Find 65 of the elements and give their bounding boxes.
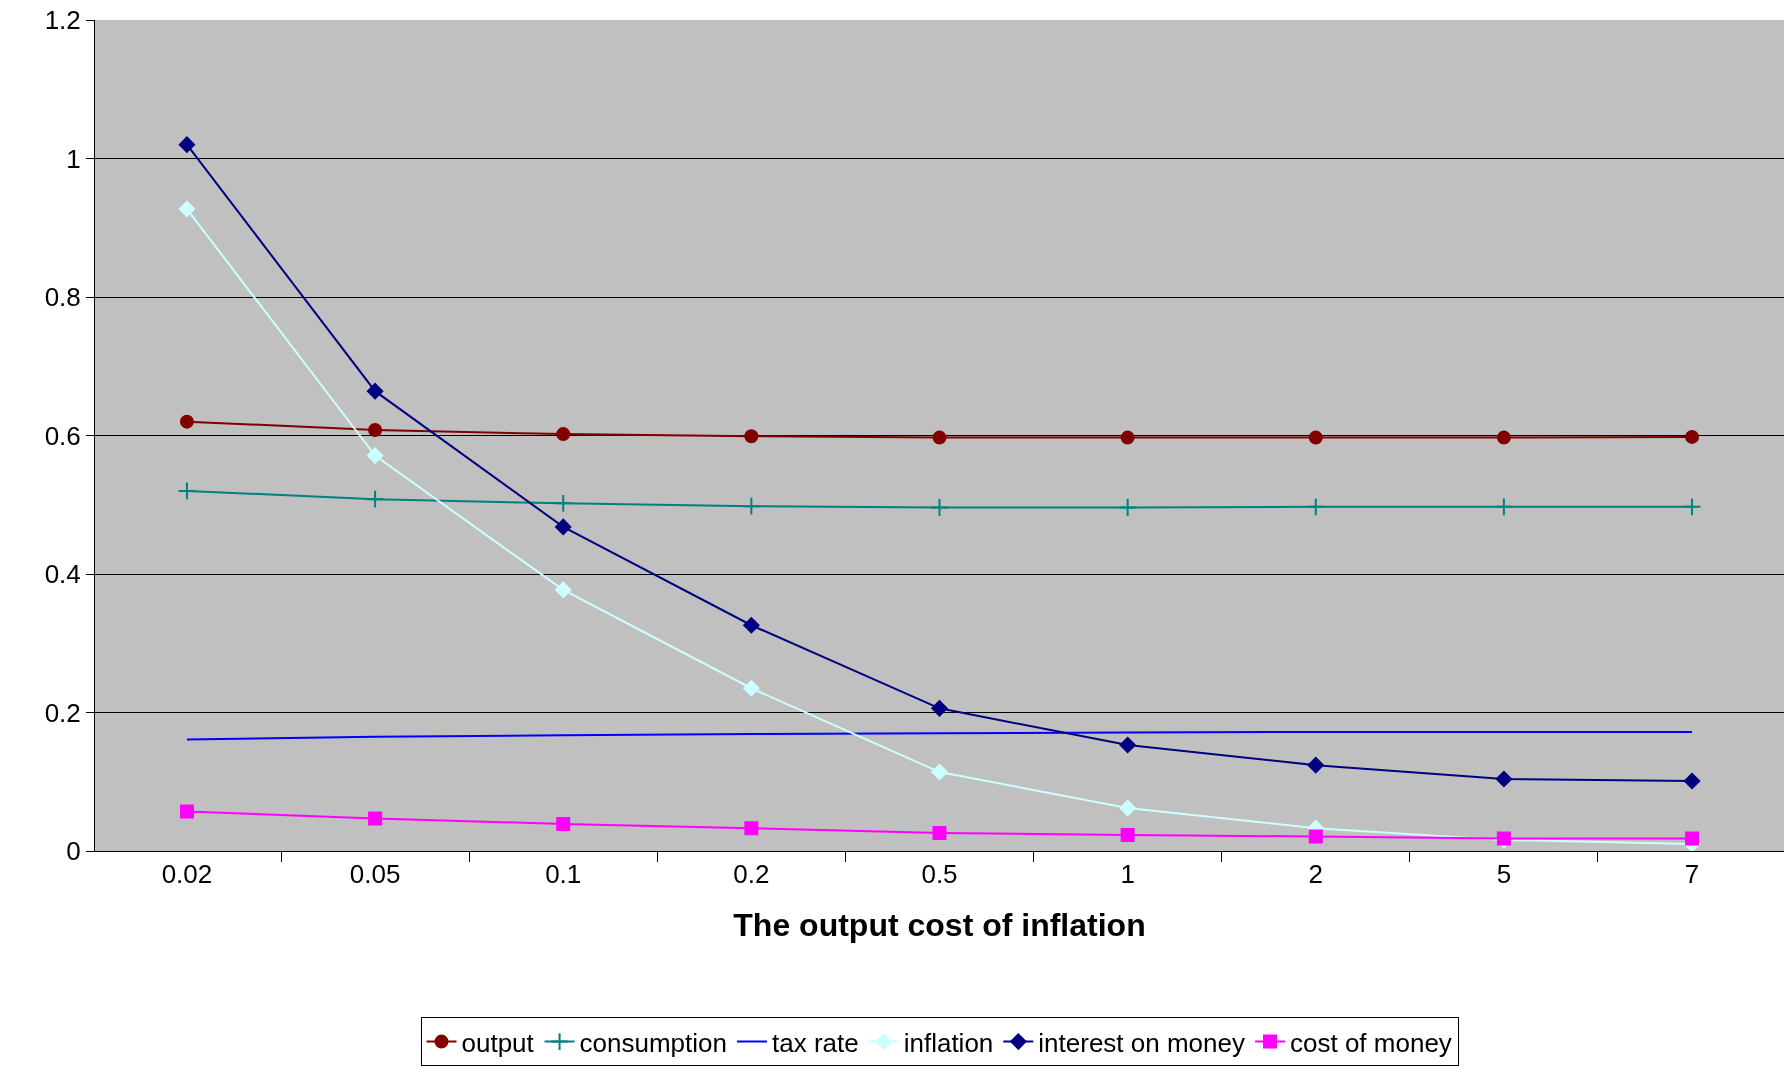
y-tick-label: 1.2 [44, 5, 81, 36]
x-tick-label: 0.5 [921, 859, 958, 890]
x-tick-label: 1 [1120, 859, 1135, 890]
point [741, 496, 761, 516]
point [932, 430, 947, 445]
point [744, 821, 759, 836]
point [368, 422, 383, 437]
y-tick-label: 0 [66, 836, 81, 867]
point [556, 427, 571, 442]
point [1308, 430, 1323, 445]
point [1118, 498, 1138, 517]
point [1308, 829, 1323, 844]
point [743, 617, 760, 634]
x-axis-title: The output cost of inflation [733, 907, 1146, 944]
point [1495, 770, 1513, 788]
point [366, 383, 384, 400]
x-tick-label: 0.02 [161, 859, 213, 890]
point [178, 136, 196, 153]
point [368, 811, 383, 826]
point [743, 680, 760, 697]
point [179, 414, 194, 429]
x-tick-label: 0.05 [349, 859, 401, 890]
legend-label: interest on money [1038, 1027, 1245, 1058]
point [1119, 799, 1136, 817]
x-tick-label: 5 [1496, 859, 1512, 890]
line-series [185, 730, 1694, 741]
x-tick-label: 2 [1308, 859, 1323, 890]
point [931, 700, 948, 717]
point [1685, 429, 1700, 444]
point [555, 518, 572, 536]
point [1120, 828, 1135, 843]
point [1496, 430, 1511, 445]
legend-label: output [461, 1027, 535, 1058]
x-tick-label: 0.2 [733, 859, 770, 890]
point [365, 489, 385, 509]
x-tick-label: 0.1 [545, 859, 582, 890]
y-tick-label: 0.4 [44, 559, 81, 590]
point [555, 581, 572, 599]
x-tick-label: 7 [1684, 859, 1700, 890]
point [1120, 430, 1135, 445]
y-tick-label: 0.2 [44, 697, 81, 728]
legend-label: tax rate [771, 1027, 859, 1058]
point [930, 498, 949, 517]
point [1685, 831, 1700, 846]
y-tick-label: 1 [66, 143, 81, 174]
point [179, 804, 194, 819]
point [553, 493, 573, 513]
point [932, 826, 947, 840]
point [1683, 772, 1701, 790]
y-tick-label: 0.6 [44, 420, 81, 451]
point [556, 816, 571, 831]
point [744, 429, 759, 444]
point [178, 200, 196, 218]
point [1682, 497, 1702, 517]
legend-label: cost of money [1290, 1027, 1452, 1058]
point [366, 447, 384, 464]
y-tick-label: 0.8 [44, 282, 81, 313]
legend-label: inflation [903, 1027, 994, 1058]
point [1494, 497, 1514, 517]
point [1307, 756, 1324, 774]
point [1119, 736, 1136, 754]
point [931, 763, 948, 781]
legend-label: consumption [579, 1027, 727, 1058]
point [177, 481, 197, 501]
point [1306, 497, 1326, 517]
